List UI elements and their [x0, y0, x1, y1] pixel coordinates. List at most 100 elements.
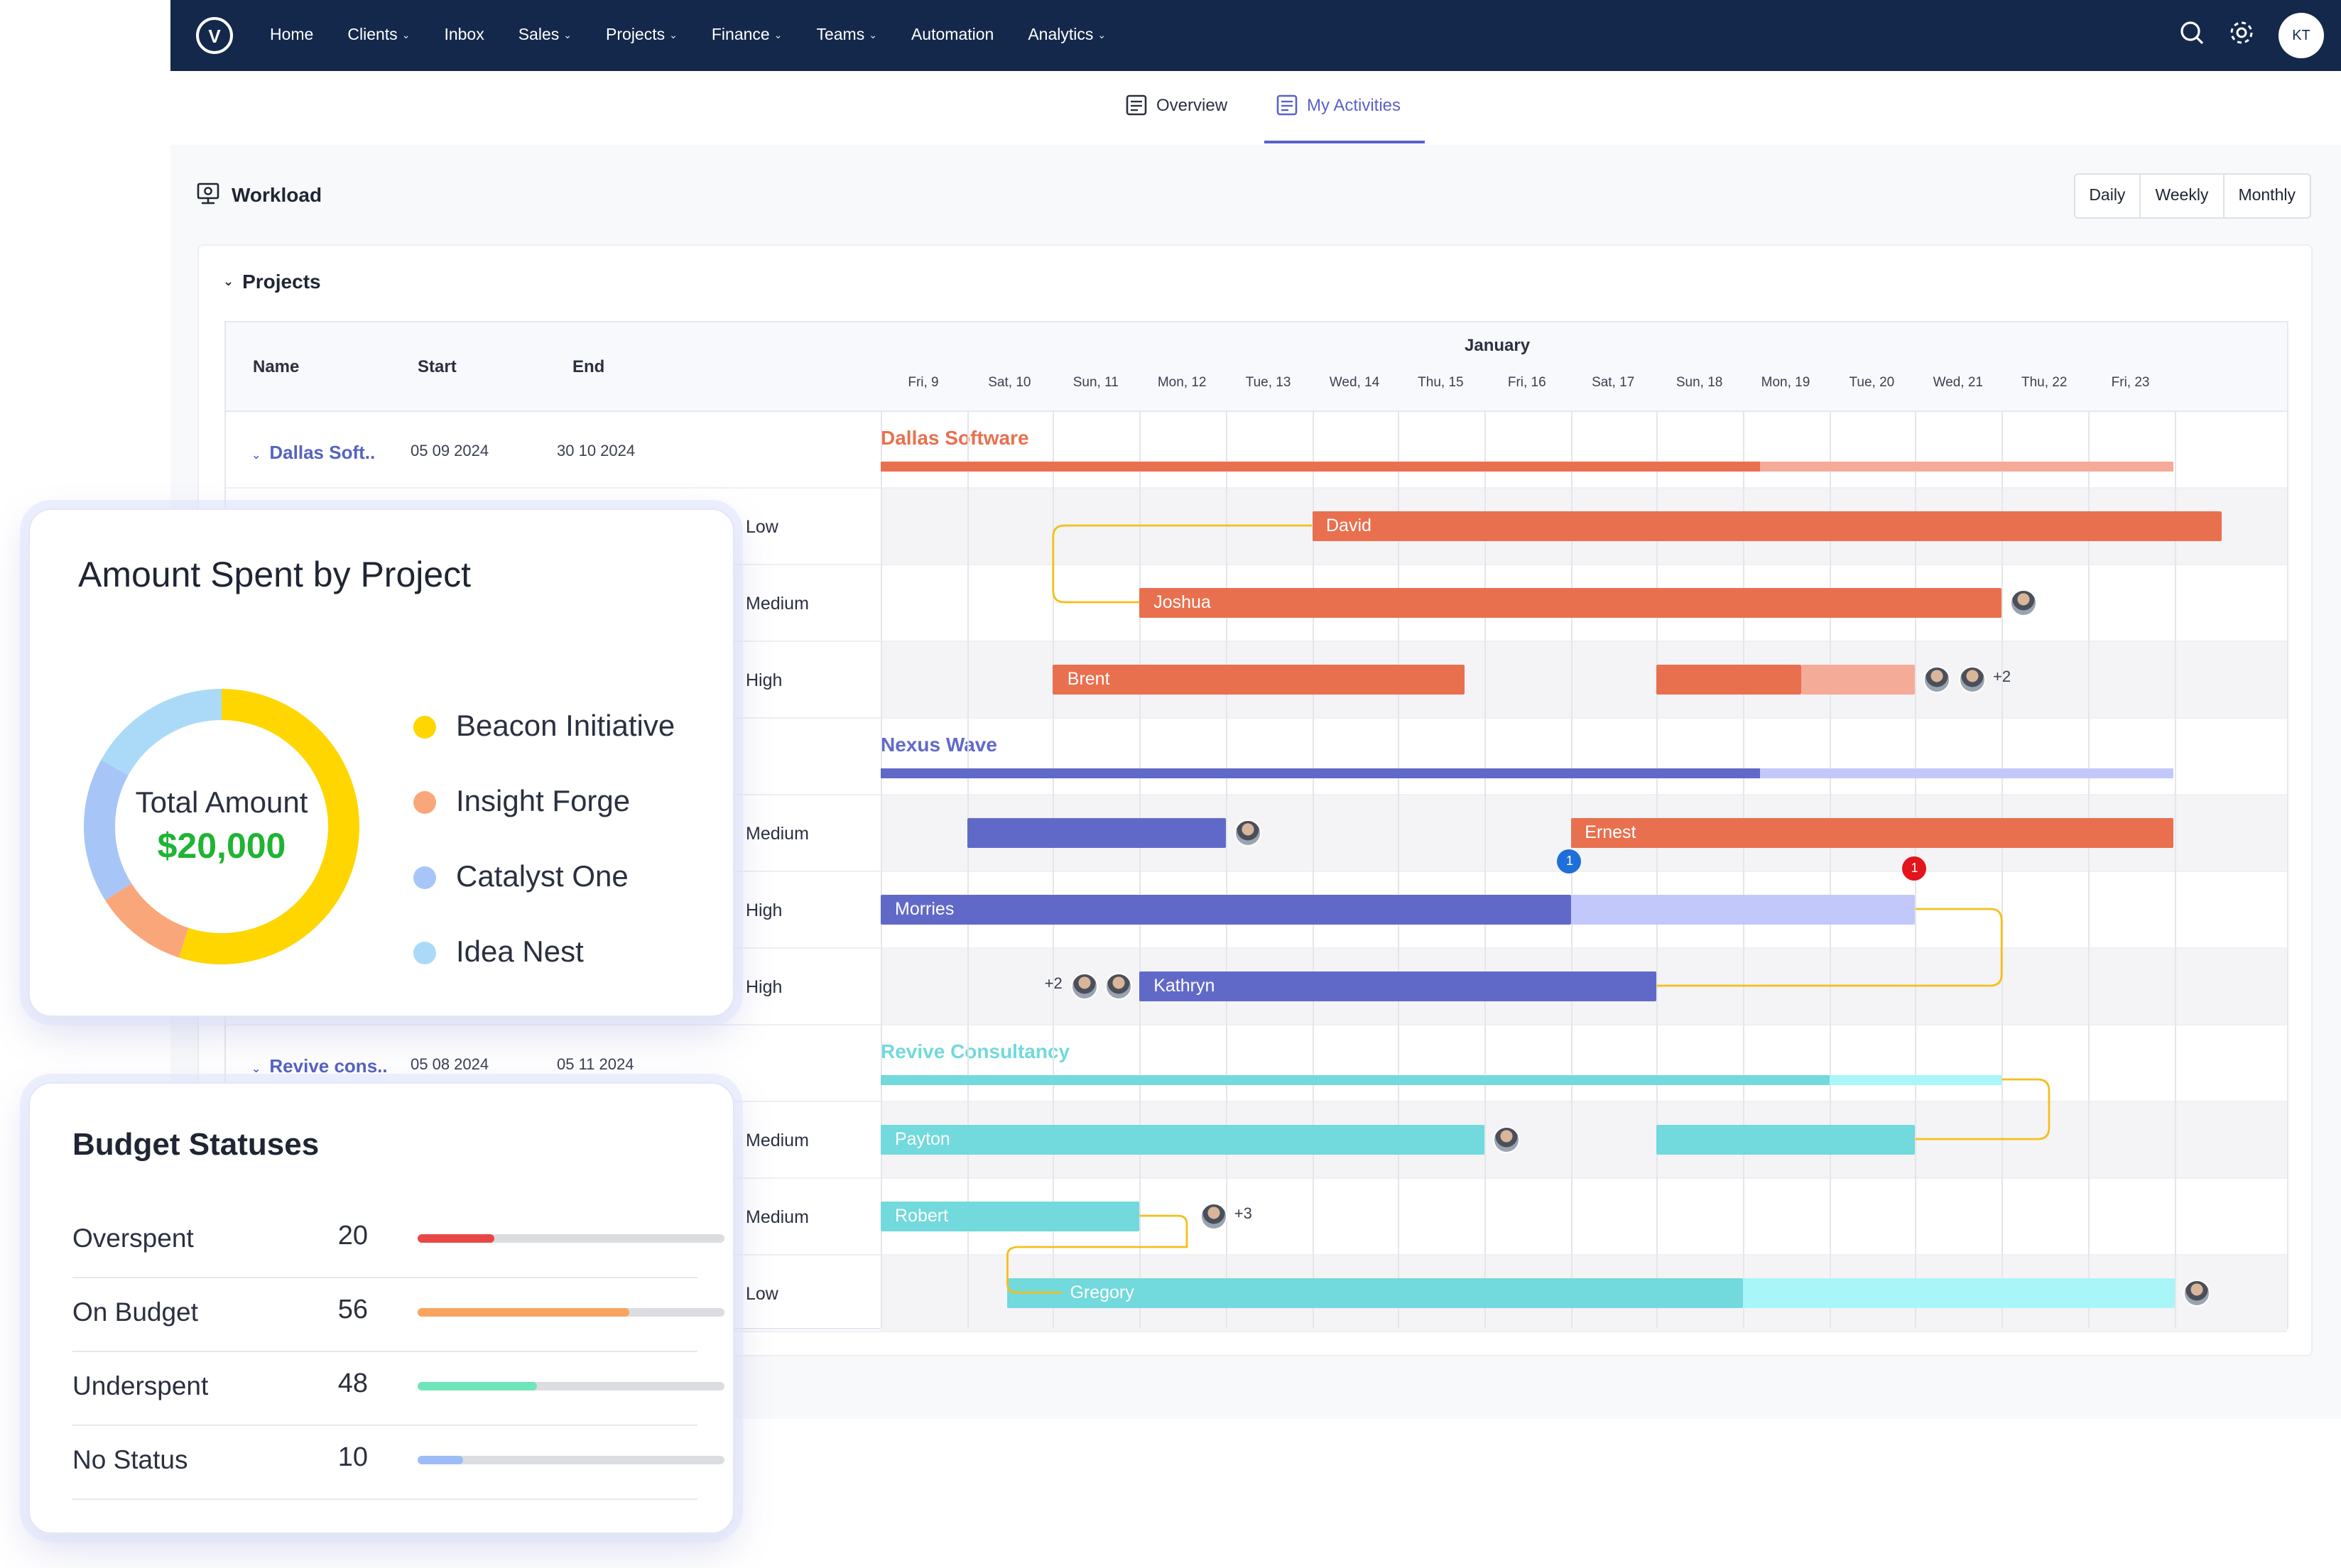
legend-dot-icon: [413, 790, 436, 813]
gregory-task-bar[interactable]: Gregory: [1007, 1278, 1743, 1308]
budget-row-on-budget[interactable]: On Budget 56: [72, 1274, 724, 1352]
assignee-avatar[interactable]: [1070, 973, 1098, 1000]
nexus-progress-bar[interactable]: [881, 768, 1761, 778]
project-row[interactable]: Nexus Wave: [226, 719, 2287, 795]
legend-label: Beacon Initiative: [456, 709, 675, 742]
dallas-progress-bar[interactable]: [881, 462, 1761, 472]
project-name[interactable]: Dallas Soft..: [269, 442, 376, 463]
joshua-task-bar[interactable]: Joshua: [1139, 588, 2002, 618]
project-name[interactable]: Revive cons..: [269, 1055, 388, 1077]
donut-slice-catalyst-one[interactable]: [84, 689, 359, 964]
assignee-avatar[interactable]: [2183, 1280, 2210, 1307]
tab-my-activities[interactable]: My Activities: [1276, 94, 1401, 116]
ernest-task-bar[interactable]: Ernest: [1570, 818, 2174, 848]
task-row[interactable]: Medium: [226, 565, 2287, 642]
legend-label: Insight Forge: [456, 785, 631, 817]
main-menu: Home Clients ⌄ Inbox Sales ⌄ Projects ⌄ Finance ⌄…: [270, 27, 1106, 44]
budget-progress-track: [418, 1234, 724, 1243]
day-header: Sun, 11: [1072, 375, 1119, 391]
task-row[interactable]: High: [226, 872, 2287, 949]
nexus-remaining-bar[interactable]: [1760, 768, 2174, 778]
dallas-remaining-bar[interactable]: [1760, 462, 2174, 472]
amount-card-title: Amount Spent by Project: [78, 555, 472, 595]
nexus-task-bar[interactable]: [967, 818, 1226, 848]
brent-task-remaining[interactable]: [1800, 665, 1916, 695]
project-name-cell[interactable]: ⌄ Revive cons..: [251, 1055, 388, 1077]
assignee-avatar[interactable]: [1492, 1126, 1520, 1153]
nav-item-clients[interactable]: Clients ⌄: [347, 27, 410, 44]
projects-section-toggle[interactable]: ⌄ Projects: [223, 270, 321, 293]
david-task-bar[interactable]: David: [1312, 511, 2222, 541]
user-avatar[interactable]: KT: [2278, 13, 2324, 58]
search-icon[interactable]: [2179, 19, 2205, 52]
gregory-remaining-bar[interactable]: [1743, 1278, 2174, 1308]
extra-assignees-count[interactable]: +3: [1234, 1206, 1252, 1223]
priority-label: Low: [746, 1284, 778, 1304]
column-start-header[interactable]: Start: [418, 356, 457, 376]
range-daily-button[interactable]: Daily: [2089, 187, 2126, 205]
donut-slice-idea-nest[interactable]: [84, 689, 359, 964]
assignee-avatar[interactable]: [1958, 666, 1986, 693]
payton-task-bar-2[interactable]: [1656, 1125, 1916, 1155]
nav-item-automation[interactable]: Automation: [911, 27, 994, 44]
day-gridline: [967, 412, 969, 1328]
range-weekly-button[interactable]: Weekly: [2139, 175, 2222, 217]
assignee-avatar[interactable]: [1234, 820, 1261, 846]
budget-row-overspent[interactable]: Overspent 20: [72, 1200, 724, 1278]
legend-item[interactable]: Beacon Initiative: [413, 689, 675, 764]
nav-item-teams[interactable]: Teams ⌄: [816, 27, 877, 44]
revive-remaining-bar[interactable]: [1829, 1075, 2002, 1085]
chevron-down-icon[interactable]: ⌄: [251, 1062, 261, 1075]
nav-item-sales[interactable]: Sales ⌄: [518, 27, 572, 44]
range-monthly-button[interactable]: Monthly: [2222, 175, 2310, 217]
legend-item[interactable]: Idea Nest: [413, 915, 675, 990]
project-name-cell[interactable]: ⌄ Dallas Soft..: [251, 442, 375, 463]
project-row[interactable]: ⌄ Revive cons.. 05 08 2024 05 11 2024 Revive…: [226, 1025, 2287, 1102]
column-name-header[interactable]: Name: [253, 356, 300, 376]
chevron-down-icon: ⌄: [669, 31, 678, 41]
legend-item[interactable]: Catalyst One: [413, 839, 675, 915]
budget-row-no-status[interactable]: No Status 10: [72, 1422, 724, 1500]
morries-task-bar[interactable]: Morries: [881, 895, 1571, 925]
assignee-avatar[interactable]: [2010, 589, 2038, 616]
nav-item-label: Inbox: [444, 27, 484, 44]
assignee-avatar[interactable]: [1104, 973, 1132, 1000]
day-gridline: [1656, 412, 1658, 1328]
donut-chart: Total Amount $20,000: [72, 677, 371, 976]
nav-item-finance[interactable]: Finance ⌄: [712, 27, 783, 44]
extra-assignees-count[interactable]: +2: [1044, 976, 1063, 993]
assignee-avatar[interactable]: [1200, 1203, 1227, 1230]
budget-progress-track: [418, 1456, 724, 1464]
column-end-header[interactable]: End: [572, 356, 605, 376]
gear-icon[interactable]: [2227, 18, 2256, 53]
donut-legend: Beacon Initiative Insight Forge Catalyst O…: [413, 689, 675, 990]
brent-task-bar[interactable]: Brent: [1053, 665, 1465, 695]
nav-item-home[interactable]: Home: [270, 27, 313, 44]
tab-overview[interactable]: Overview: [1125, 94, 1227, 116]
chevron-down-icon: ⌄: [401, 31, 411, 41]
assignee-avatar[interactable]: [1923, 666, 1951, 693]
morries-remaining-bar[interactable]: [1570, 895, 1916, 925]
legend-item[interactable]: Insight Forge: [413, 764, 675, 839]
amount-spent-card: Amount Spent by Project Total Amount $20…: [28, 508, 734, 1017]
robert-task-bar[interactable]: Robert: [881, 1202, 1140, 1231]
kathryn-task-bar[interactable]: Kathryn: [1139, 971, 1657, 1001]
extra-assignees-count[interactable]: +2: [1993, 669, 2011, 686]
nav-item-inbox[interactable]: Inbox: [444, 27, 484, 44]
day-header: Sun, 18: [1675, 375, 1723, 391]
payton-task-bar[interactable]: Payton: [881, 1125, 1484, 1155]
nav-item-projects[interactable]: Projects ⌄: [606, 27, 678, 44]
budget-row-underspent[interactable]: Underspent 48: [72, 1348, 724, 1426]
brent-task-bar-2[interactable]: [1656, 665, 1801, 695]
chevron-down-icon[interactable]: ⌄: [251, 449, 261, 462]
revive-progress-bar[interactable]: [881, 1075, 1830, 1085]
project-row[interactable]: ⌄ Dallas Soft.. 05 09 2024 30 10 2024 Dallas…: [226, 412, 2287, 489]
morries-alert-badge[interactable]: 1: [1902, 856, 1927, 881]
day-gridline: [2174, 412, 2176, 1328]
nav-item-analytics[interactable]: Analytics ⌄: [1028, 27, 1106, 44]
overview-icon: [1126, 94, 1147, 116]
ernest-link-badge[interactable]: 1: [1557, 849, 1582, 873]
task-row[interactable]: Medium: [226, 1179, 2287, 1256]
day-gridline: [2087, 412, 2090, 1328]
app-logo[interactable]: V: [196, 17, 233, 54]
